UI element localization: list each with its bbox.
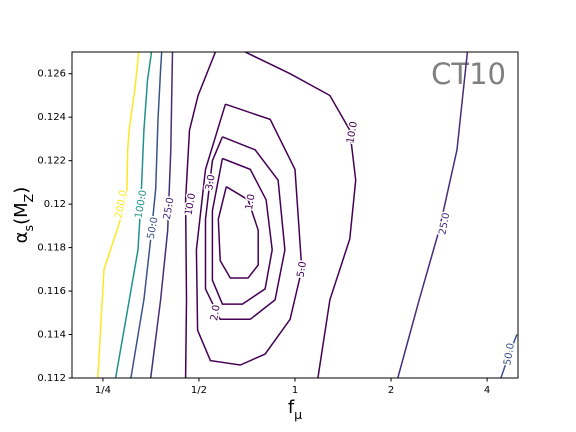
x-tick-label: 1/4 (95, 385, 111, 396)
contour-line (195, 103, 303, 366)
y-tick-label: 0.122 (37, 156, 66, 167)
contour-label: 1.0 (244, 193, 258, 211)
y-tick-label: 0.112 (37, 373, 66, 384)
contours (97, 52, 518, 378)
y-tick-label: 0.124 (37, 112, 66, 123)
x-axis-label: fμ (288, 397, 302, 422)
contour-label: 2.0 (209, 304, 223, 322)
contour-line (500, 334, 518, 378)
y-tick-label: 0.118 (37, 243, 66, 254)
y-axis-label: αs(MZ) (11, 187, 36, 244)
x-tick-label: 1/2 (191, 385, 207, 396)
contour-line (211, 157, 273, 305)
y-tick-label: 0.114 (37, 330, 66, 341)
contour-label: 25.0 (438, 212, 453, 236)
annotation: CT10 (431, 57, 506, 91)
contour-line (397, 52, 469, 378)
contour-line (149, 52, 174, 378)
x-tick-label: 4 (484, 385, 490, 396)
contour-line (114, 52, 153, 378)
contour-line (217, 186, 259, 279)
y-tick-label: 0.126 (37, 69, 66, 80)
contour-line (244, 52, 357, 378)
contour-line (184, 52, 217, 378)
y-tick-label: 0.12 (44, 199, 66, 210)
contour-line (130, 52, 163, 378)
contour-line (204, 136, 286, 321)
contour-line (97, 52, 140, 378)
contour-label: 5.0 (295, 261, 309, 279)
x-tick-label: 1 (292, 385, 298, 396)
y-tick-label: 0.116 (37, 286, 66, 297)
contour-label: 3.0 (204, 174, 218, 192)
x-tick-label: 2 (388, 385, 394, 396)
